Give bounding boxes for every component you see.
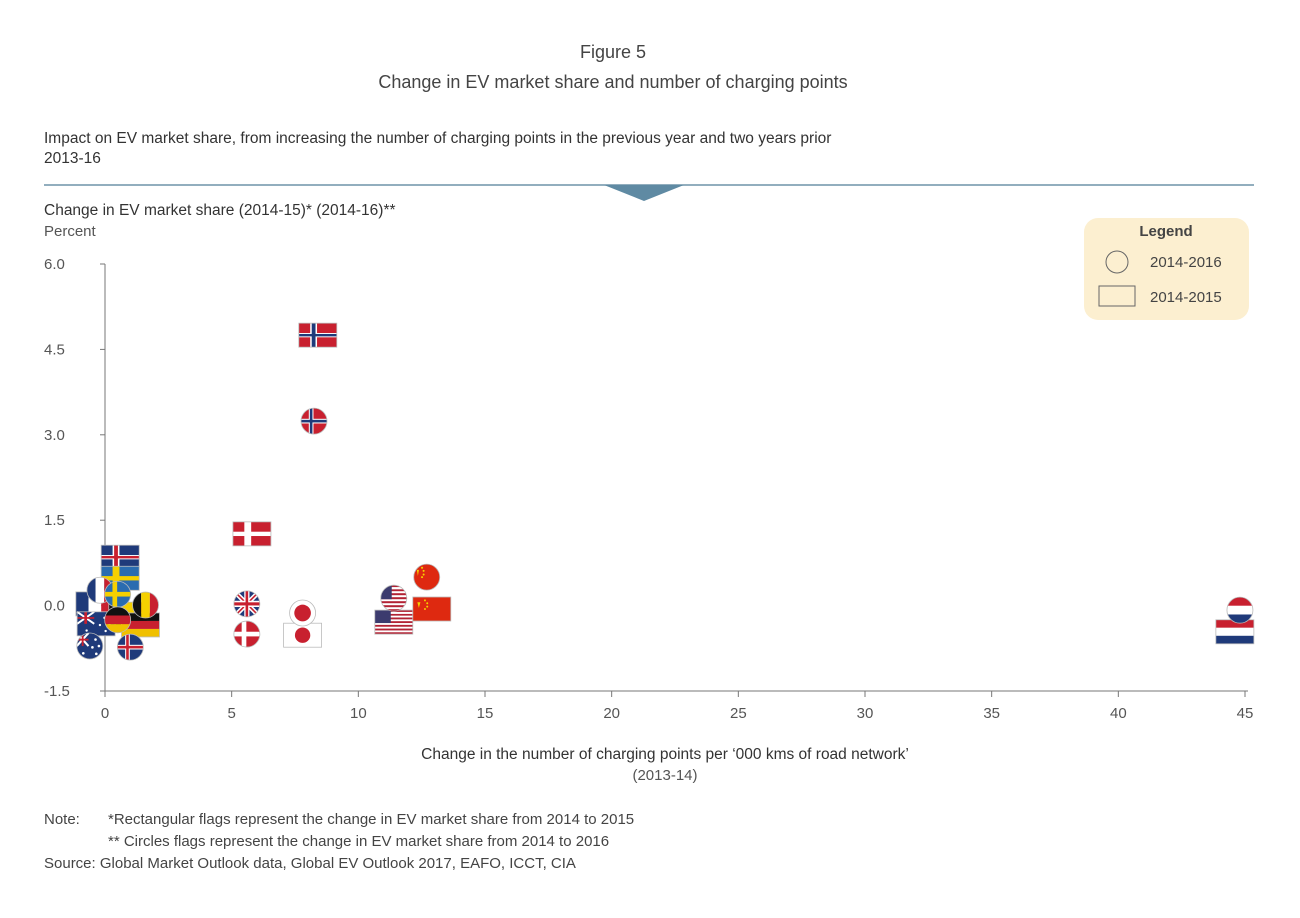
point-denmark-rectangle	[232, 521, 272, 547]
source-label: Source:	[44, 855, 96, 872]
y-axis-label: Change in EV market share (2014-15)* (20…	[44, 202, 396, 219]
legend-item-circle: 2014-2016	[1150, 254, 1222, 271]
point-china-circle	[413, 563, 441, 591]
x-tick-label: 25	[730, 705, 747, 722]
point-japan-circle	[289, 599, 317, 627]
y-tick-label: -1.5	[44, 683, 70, 700]
source-text: Global Market Outlook data, Global EV Ou…	[99, 855, 576, 872]
chart-subtitle: Impact on EV market share, from increasi…	[44, 130, 832, 147]
point-norway-rectangle	[298, 322, 338, 348]
note-1: Note: *Rectangular flags represent the ch…	[44, 811, 634, 828]
point-iceland-rectangle	[100, 544, 140, 570]
x-tick-label: 5	[227, 705, 235, 722]
chart-period: 2013-16	[44, 150, 101, 167]
legend-title: Legend	[1139, 223, 1192, 240]
japan-flag-icon	[289, 599, 317, 627]
china-flag-icon	[412, 596, 452, 622]
point-belgium-circle	[132, 591, 159, 619]
point-netherlands-circle	[1226, 596, 1254, 624]
netherlands-flag-icon	[1226, 596, 1254, 624]
norway-flag-icon	[300, 407, 328, 435]
y-tick-label: 3.0	[44, 427, 65, 444]
uk-flag-icon	[233, 590, 261, 618]
y-tick-label: 6.0	[44, 256, 65, 273]
germany-flag-icon	[104, 606, 132, 634]
y-tick-label: 4.5	[44, 341, 65, 358]
point-japan-rectangle	[283, 622, 323, 648]
point-denmark-circle	[233, 620, 261, 648]
y-axis-unit: Percent	[44, 223, 96, 240]
x-tick-label: 35	[983, 705, 1000, 722]
point-germany-circle	[104, 606, 132, 634]
usa-flag-icon	[380, 584, 408, 612]
point-norway-circle	[300, 407, 328, 435]
x-tick-label: 15	[477, 705, 494, 722]
sweden-flag-icon	[104, 580, 132, 608]
x-tick-label: 40	[1110, 705, 1127, 722]
belgium-flag-icon	[132, 591, 159, 619]
iceland-flag-icon	[116, 633, 144, 661]
denmark-flag-icon	[232, 521, 272, 547]
australia-flag-icon	[76, 632, 104, 660]
usa-flag-icon	[374, 609, 414, 635]
x-tick-label: 45	[1237, 705, 1254, 722]
x-tick-label: 0	[101, 705, 109, 722]
note-1-text: *Rectangular flags represent the change …	[108, 811, 635, 828]
iceland-flag-icon	[100, 544, 140, 570]
point-uk-circle	[233, 590, 261, 618]
x-axis-sublabel: (2013-14)	[632, 767, 698, 784]
x-axis-label: Change in the number of charging points …	[421, 746, 909, 763]
point-usa-rectangle	[374, 609, 414, 635]
point-sweden-circle	[104, 580, 132, 608]
legend-box	[1084, 218, 1249, 320]
figure-label: Figure 5	[579, 42, 647, 62]
norway-flag-icon	[298, 322, 338, 348]
legend-circle-marker	[1105, 250, 1129, 274]
legend: Legend 2014-2016 2014-2015	[1084, 218, 1249, 320]
china-flag-icon	[413, 563, 441, 591]
point-iceland-circle	[116, 633, 144, 661]
point-china-rectangle	[412, 596, 452, 622]
note-label: Note:	[44, 811, 80, 828]
x-tick-label: 10	[350, 705, 367, 722]
point-usa-circle	[380, 584, 408, 612]
japan-flag-icon	[283, 622, 323, 648]
source: Source: Global Market Outlook data, Glob…	[44, 855, 576, 872]
header-pointer	[604, 185, 684, 201]
x-tick-label: 20	[603, 705, 620, 722]
note-2: ** Circles flags represent the change in…	[108, 833, 610, 850]
point-netherlands-rectangle	[1215, 619, 1255, 645]
point-australia-circle	[76, 632, 104, 660]
netherlands-flag-icon	[1215, 619, 1255, 645]
y-tick-label: 1.5	[44, 512, 65, 529]
chart-title: Change in EV market share and number of …	[378, 72, 848, 92]
denmark-flag-icon	[233, 620, 261, 648]
legend-rectangle-marker	[1098, 285, 1136, 307]
legend-item-rectangle: 2014-2015	[1150, 289, 1222, 306]
x-tick-label: 30	[857, 705, 874, 722]
y-tick-label: 0.0	[44, 598, 65, 615]
